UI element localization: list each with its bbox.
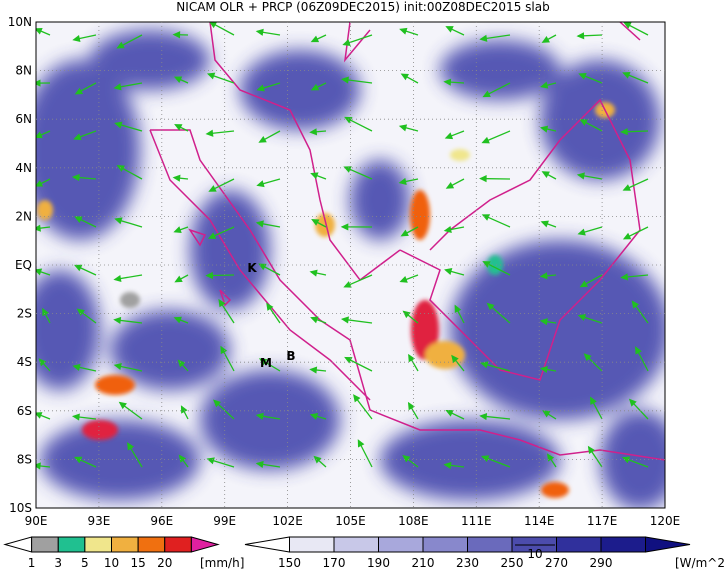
legend-label: 270 xyxy=(545,556,568,570)
legend-swatch xyxy=(290,537,335,552)
lon-label: 117E xyxy=(587,514,618,528)
legend-label: 250 xyxy=(501,556,524,570)
legend-label: 290 xyxy=(590,556,613,570)
lat-label: 10S xyxy=(9,501,32,515)
lon-label: 111E xyxy=(461,514,492,528)
lat-label: EQ xyxy=(15,258,32,272)
legend-label: 150 xyxy=(278,556,301,570)
lon-label: 99E xyxy=(213,514,236,528)
legend-label: 170 xyxy=(323,556,346,570)
lon-label: 90E xyxy=(25,514,48,528)
lat-label: 8N xyxy=(15,64,32,78)
vector-reference-label: 10 xyxy=(527,547,542,561)
legend-swatch xyxy=(5,537,32,552)
lat-label: 2S xyxy=(17,307,32,321)
lat-label: 6N xyxy=(15,112,32,126)
legend-swatch xyxy=(85,537,112,552)
legend-label: 1 xyxy=(28,556,36,570)
lon-label: 102E xyxy=(272,514,303,528)
lon-label: 96E xyxy=(150,514,173,528)
lat-label: 8S xyxy=(17,452,32,466)
legend-label: 210 xyxy=(412,556,435,570)
marker: B xyxy=(286,349,295,363)
legend-swatch xyxy=(334,537,379,552)
lon-label: 120E xyxy=(650,514,681,528)
title: NICAM OLR + PRCP (06Z09DEC2015) init:00Z… xyxy=(176,0,549,14)
legend-swatch xyxy=(191,537,218,552)
legend-swatch xyxy=(245,537,290,552)
legend-swatch xyxy=(112,537,139,552)
legend-label: 10 xyxy=(104,556,119,570)
map-field xyxy=(20,22,680,510)
legend-label: 5 xyxy=(81,556,89,570)
lon-label: 105E xyxy=(335,514,366,528)
wind-arrow-head xyxy=(34,463,40,468)
legend-unit: [W/m^2] xyxy=(675,556,726,570)
legend-label: 3 xyxy=(54,556,62,570)
lon-label: 114E xyxy=(524,514,555,528)
lon-label: 93E xyxy=(87,514,110,528)
wind-arrow-head xyxy=(34,81,39,86)
legend-swatch xyxy=(557,537,602,552)
lat-label: 10N xyxy=(8,15,32,29)
lat-label: 4N xyxy=(15,161,32,175)
legend-swatch xyxy=(32,537,59,552)
legend-label: 190 xyxy=(367,556,390,570)
legend-swatch xyxy=(601,537,646,552)
legend-label: 20 xyxy=(157,556,172,570)
wind-arrow-head xyxy=(35,226,41,231)
legend-swatch xyxy=(138,537,165,552)
lon-label: 108E xyxy=(398,514,429,528)
lat-label: 6S xyxy=(17,404,32,418)
legend-swatch xyxy=(646,537,691,552)
legend-swatch xyxy=(423,537,468,552)
marker: M xyxy=(260,356,272,370)
lat-label: 4S xyxy=(17,355,32,369)
legend-unit: [mm/h] xyxy=(200,556,244,570)
legend-swatch xyxy=(165,537,192,552)
marker: K xyxy=(247,261,257,275)
legend-swatch xyxy=(468,537,513,552)
legend-swatch xyxy=(58,537,85,552)
legend-label: 15 xyxy=(130,556,145,570)
lat-label: 2N xyxy=(15,209,32,223)
legend-label: 230 xyxy=(456,556,479,570)
legend-swatch xyxy=(379,537,424,552)
